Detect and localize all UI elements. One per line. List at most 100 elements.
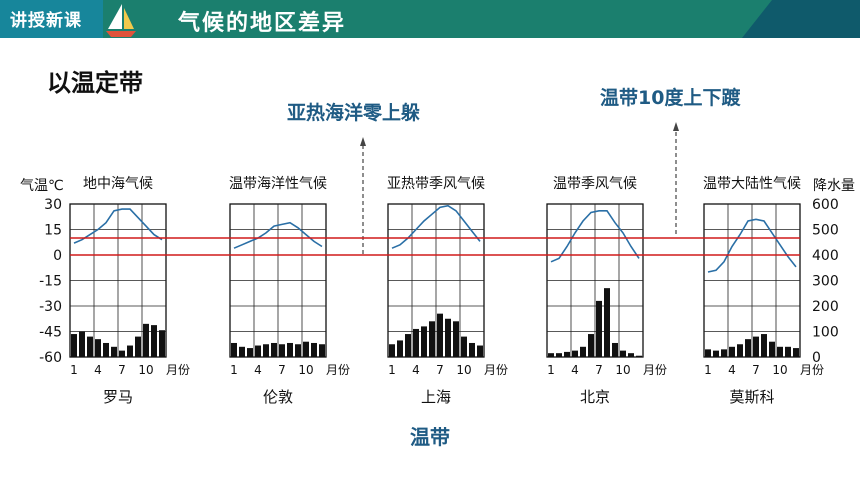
- chart-frame: [703, 203, 801, 358]
- precipitation-bar: [151, 325, 157, 357]
- chart-title: 亚热带季风气候: [387, 176, 485, 192]
- annotation-left-arrowhead: [360, 137, 366, 146]
- y-right-tick-label: 0: [812, 350, 821, 366]
- temperature-line: [550, 210, 640, 263]
- precipitation-bar: [429, 321, 435, 357]
- precipitation-bar: [636, 355, 642, 357]
- precipitation-bar: [413, 328, 419, 357]
- x-tick-label: 7: [118, 363, 126, 377]
- chart-title: 温带季风气候: [553, 176, 637, 192]
- x-tick-label: 10: [456, 363, 471, 377]
- precipitation-bar: [604, 288, 610, 357]
- precipitation-bar: [303, 341, 309, 357]
- temperature-line: [707, 218, 797, 273]
- precipitation-bar: [753, 336, 759, 357]
- precipitation-bar: [79, 331, 85, 357]
- x-unit-label: 月份: [800, 363, 824, 377]
- y-left-tick-label: -60: [39, 350, 62, 366]
- precipitation-bar: [445, 318, 451, 357]
- precipitation-bar: [127, 345, 133, 357]
- precipitation-bar: [713, 350, 719, 357]
- annotation-right-arrowhead: [673, 122, 679, 131]
- precipitation-bar: [279, 344, 285, 357]
- precipitation-bar: [620, 350, 626, 357]
- precipitation-bar: [469, 342, 475, 357]
- x-tick-label: 7: [752, 363, 760, 377]
- precipitation-bar: [319, 344, 325, 357]
- precipitation-bar: [556, 353, 562, 357]
- precipitation-bar: [745, 339, 751, 357]
- chart-title: 地中海气候: [83, 176, 153, 192]
- precipitation-bar: [572, 350, 578, 357]
- y-left-tick-label: 30: [44, 197, 62, 213]
- y-right-tick-label: 600: [812, 197, 839, 213]
- precipitation-bar: [255, 345, 261, 357]
- x-tick-label: 1: [388, 363, 396, 377]
- precipitation-bar: [119, 350, 125, 357]
- precipitation-bar: [159, 330, 165, 357]
- precipitation-bar: [596, 300, 602, 357]
- precipitation-bar: [405, 334, 411, 357]
- precipitation-bar: [737, 344, 743, 357]
- precipitation-bar: [111, 346, 117, 357]
- precipitation-bar: [71, 334, 77, 357]
- precipitation-bar: [761, 334, 767, 357]
- x-tick-label: 4: [728, 363, 736, 377]
- x-tick-label: 4: [571, 363, 579, 377]
- x-tick-label: 1: [704, 363, 712, 377]
- x-tick-label: 1: [547, 363, 555, 377]
- chart-frame: [546, 203, 644, 358]
- precipitation-bar: [628, 353, 634, 357]
- temperature-line: [391, 204, 481, 249]
- y-right-tick-label: 300: [812, 274, 839, 290]
- precipitation-bar: [461, 336, 467, 357]
- x-tick-label: 4: [94, 363, 102, 377]
- precipitation-bar: [311, 342, 317, 357]
- x-tick-label: 7: [278, 363, 286, 377]
- annotation-right: 温带10度上下踱: [600, 86, 741, 109]
- city-label: 上海: [421, 388, 451, 406]
- precipitation-bar: [295, 344, 301, 357]
- precipitation-bar: [87, 336, 93, 357]
- precipitation-bar: [437, 313, 443, 357]
- precipitation-bar: [263, 344, 269, 357]
- y-left-tick-label: -45: [39, 325, 62, 341]
- city-label: 莫斯科: [729, 388, 774, 406]
- precipitation-bar: [397, 340, 403, 357]
- section-tag-label: 讲授新课: [10, 11, 82, 31]
- precipitation-bar: [247, 348, 253, 357]
- city-label: 北京: [580, 388, 610, 406]
- precipitation-bar: [705, 349, 711, 357]
- page-title: 气候的地区差异: [178, 11, 347, 36]
- footer-label: 温带: [410, 425, 450, 449]
- x-tick-label: 10: [615, 363, 630, 377]
- y-right-label: 降水量: [813, 178, 855, 194]
- city-label: 罗马: [103, 388, 133, 406]
- y-right-tick-label: 500: [812, 223, 839, 239]
- precipitation-bar: [785, 346, 791, 357]
- x-unit-label: 月份: [484, 363, 508, 377]
- y-left-tick-label: -15: [39, 274, 62, 290]
- x-tick-label: 10: [772, 363, 787, 377]
- precipitation-bar: [453, 321, 459, 357]
- chart-frame: [387, 203, 485, 358]
- precipitation-bar: [612, 342, 618, 357]
- y-right-tick-label: 200: [812, 299, 839, 315]
- precipitation-bar: [135, 336, 141, 357]
- precipitation-bar: [580, 346, 586, 357]
- precipitation-bar: [769, 341, 775, 357]
- chart-frame: [229, 203, 327, 358]
- precipitation-bar: [389, 344, 395, 357]
- precipitation-bar: [287, 342, 293, 357]
- y-left-label: 气温℃: [20, 178, 64, 194]
- precipitation-bar: [271, 342, 277, 357]
- x-unit-label: 月份: [166, 363, 190, 377]
- precipitation-bar: [548, 353, 554, 357]
- x-tick-label: 1: [70, 363, 78, 377]
- precipitation-bar: [564, 351, 570, 357]
